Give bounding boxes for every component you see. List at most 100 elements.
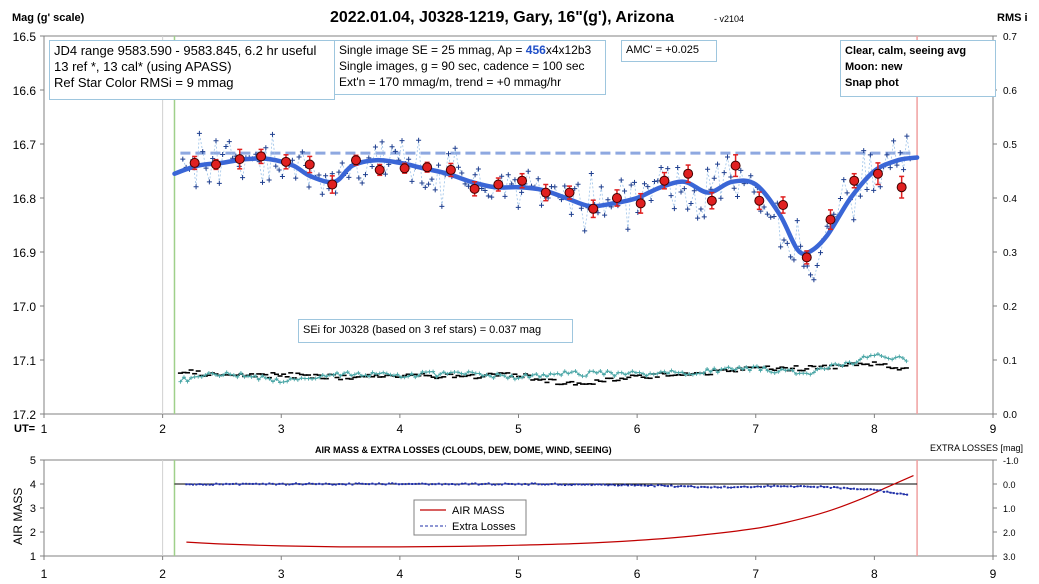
rms-teal-point: [228, 372, 233, 377]
extra-losses-point: [191, 483, 194, 486]
extra-losses-point: [763, 485, 766, 488]
single-image-point: [851, 217, 857, 223]
extra-losses-point: [557, 483, 560, 486]
extra-losses-point: [364, 483, 367, 486]
rms-teal-point: [573, 369, 578, 374]
extra-losses-point: [577, 483, 580, 486]
single-image-point: [432, 187, 438, 193]
x-tick-label: 6: [634, 567, 641, 581]
rms-teal-point: [427, 369, 432, 374]
single-image-point: [515, 204, 521, 210]
rms-teal-point: [523, 372, 528, 377]
extra-losses-point: [265, 483, 268, 486]
extra-losses-point: [271, 482, 274, 485]
rms-teal-point: [548, 371, 553, 376]
info-line: Ext'n = 170 mmag/m, trend = +0 mmag/hr: [339, 75, 562, 89]
rms-teal-point: [520, 375, 525, 380]
rms-teal-point: [310, 376, 315, 381]
extra-losses-point: [215, 482, 218, 485]
extra-losses-point: [660, 484, 663, 487]
extra-losses-point: [338, 483, 341, 486]
ut-label: UT=: [14, 423, 35, 435]
rms-teal-point: [270, 379, 275, 384]
binned-point: [445, 164, 456, 175]
single-image-point: [266, 177, 272, 183]
extra-losses-point: [773, 484, 776, 487]
extra-losses-point: [368, 483, 371, 486]
binned-point: [849, 175, 860, 186]
extra-losses-point: [321, 483, 324, 486]
single-image-point: [240, 175, 246, 181]
right-tick-label: 0.5: [1003, 140, 1017, 151]
extra-losses-point: [640, 484, 643, 487]
rms-teal-point: [263, 376, 268, 381]
rms-teal-point: [651, 372, 656, 377]
rms-teal-point: [516, 376, 521, 381]
binned-point: [730, 160, 741, 171]
rms-teal-point: [381, 370, 386, 375]
extra-losses-point: [740, 485, 743, 488]
rms-teal-point: [744, 365, 749, 370]
extra-losses-point: [720, 486, 723, 489]
extra-losses-point: [221, 483, 224, 486]
extra-losses-point: [779, 485, 782, 488]
rms-teal-point: [665, 371, 670, 376]
y-tick-label: 17.1: [13, 354, 37, 368]
rms-teal-point: [498, 373, 503, 378]
rms-teal-point: [601, 372, 606, 377]
extra-losses-point: [195, 483, 198, 486]
rms-teal-point: [843, 360, 848, 365]
rms-teal-point: [267, 376, 272, 381]
single-image-point: [904, 133, 910, 139]
rms-teal-point: [897, 354, 902, 359]
extra-losses-point: [308, 482, 311, 485]
rms-teal-point: [658, 369, 663, 374]
extra-losses-point: [444, 482, 447, 485]
single-image-point: [276, 167, 282, 173]
binned-point: [825, 214, 836, 225]
single-image-point: [399, 138, 405, 144]
rms-teal-point: [438, 372, 443, 377]
extra-losses-point: [816, 486, 819, 489]
extra-losses-point: [384, 483, 387, 486]
rms-teal-point: [719, 367, 724, 372]
single-image-point: [641, 181, 647, 187]
bottom-left-axis-title: AIR MASS: [11, 488, 25, 545]
extra-losses-point: [407, 482, 410, 485]
extra-losses-point: [593, 483, 596, 486]
single-image-point: [685, 206, 691, 212]
right-tick-label: 3.0: [1003, 552, 1016, 562]
se-text: Single image SE = 25 mmag, Ap =: [339, 43, 526, 57]
rms-teal-point: [598, 368, 603, 373]
legend-losses-label: Extra Losses: [452, 521, 516, 533]
single-image-point: [439, 203, 445, 209]
single-image-point: [628, 182, 634, 188]
extra-losses-point: [547, 483, 550, 486]
bottom-chart-title: AIR MASS & EXTRA LOSSES (CLOUDS, DEW, DO…: [315, 445, 612, 455]
extra-losses-point: [906, 493, 909, 496]
rms-teal-point: [459, 371, 464, 376]
extra-losses-point: [713, 485, 716, 488]
rms-teal-point: [623, 372, 628, 377]
extra-losses-point: [550, 483, 553, 486]
y-tick-label: 16.5: [13, 30, 37, 44]
single-image-point: [691, 188, 697, 194]
extra-losses-point: [786, 485, 789, 488]
extra-losses-point: [567, 483, 570, 486]
single-image-point: [339, 160, 345, 166]
rms-teal-point: [416, 373, 421, 378]
extra-losses-point: [733, 486, 736, 489]
rms-teal-point: [448, 370, 453, 375]
rms-teal-point: [313, 376, 318, 381]
extra-losses-point: [896, 492, 899, 495]
extra-losses-point: [497, 483, 500, 486]
single-image-point: [562, 183, 568, 189]
single-image-point: [645, 184, 651, 190]
bottom-right-axis-title: EXTRA LOSSES [mag]: [930, 443, 1023, 453]
extra-losses-point: [211, 483, 214, 486]
extra-losses-point: [467, 483, 470, 486]
binned-point: [754, 195, 765, 206]
rms-teal-point: [477, 371, 482, 376]
extra-losses-point: [361, 482, 364, 485]
rms-teal-point: [434, 374, 439, 379]
